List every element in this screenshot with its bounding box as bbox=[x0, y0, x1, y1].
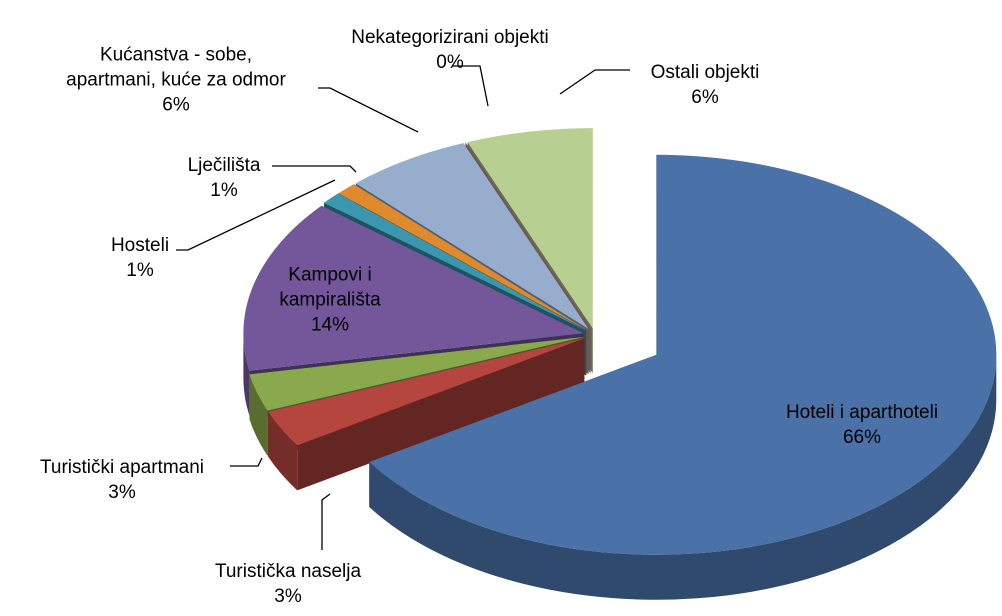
leader-line bbox=[452, 65, 489, 107]
value-label: 0% bbox=[436, 52, 464, 73]
category-label: Kućanstva - sobe, apartmani, kuće za odm… bbox=[66, 44, 286, 91]
value-label: 1% bbox=[210, 180, 238, 201]
category-label: Hosteli bbox=[110, 235, 170, 256]
slice-outer-side bbox=[268, 411, 298, 491]
value-label: 3% bbox=[274, 586, 302, 607]
category-label: Nekategorizirani objekti bbox=[351, 27, 549, 48]
data-label: Kampovi i kampirališta 14% bbox=[279, 263, 380, 338]
category-label: Lječilišta bbox=[187, 155, 261, 176]
slice bbox=[249, 336, 584, 411]
slice bbox=[324, 193, 586, 331]
value-label: 3% bbox=[108, 482, 136, 503]
slices bbox=[243, 128, 997, 600]
data-label: Hoteli i aparthoteli 66% bbox=[786, 400, 938, 450]
data-label: Turistički apartmani 3% bbox=[40, 455, 204, 505]
leader-line bbox=[176, 179, 336, 251]
category-label: Turistička naselja bbox=[214, 561, 362, 582]
slice bbox=[338, 184, 587, 331]
slice bbox=[268, 338, 585, 446]
data-label: Kućanstva - sobe, apartmani, kuće za odm… bbox=[66, 43, 286, 118]
slice-outer-side bbox=[243, 333, 250, 416]
category-label: Turistički apartmani bbox=[39, 457, 205, 478]
slice bbox=[243, 205, 584, 371]
data-label: Lječilišta 1% bbox=[188, 153, 261, 203]
slice-outer-side bbox=[249, 374, 268, 456]
slice-outer-side bbox=[369, 354, 997, 600]
value-label: 6% bbox=[162, 94, 190, 116]
leader-line bbox=[272, 165, 357, 173]
leader-lines bbox=[176, 65, 630, 550]
value-label: 6% bbox=[691, 87, 719, 108]
category-label: Ostali objekti bbox=[650, 62, 760, 83]
category-label: Hoteli i aparthoteli bbox=[785, 402, 939, 423]
data-label: Turistička naselja 3% bbox=[215, 559, 361, 609]
value-label: 1% bbox=[126, 260, 154, 281]
data-label: Hosteli 1% bbox=[111, 233, 169, 283]
category-label: Kampovi i kampirališta bbox=[279, 264, 381, 311]
leader-line bbox=[318, 87, 419, 133]
value-label: 14% bbox=[310, 314, 350, 336]
leader-line bbox=[559, 69, 630, 95]
leader-line bbox=[321, 493, 331, 550]
slice bbox=[465, 142, 591, 329]
data-label: Nekategorizirani objekti 0% bbox=[351, 25, 549, 75]
slice bbox=[369, 154, 997, 555]
leader-line bbox=[230, 457, 263, 467]
slice bbox=[467, 128, 593, 329]
slice-radial-side bbox=[268, 338, 585, 457]
slice bbox=[355, 143, 589, 330]
data-label: Ostali objekti 6% bbox=[651, 60, 760, 110]
value-label: 66% bbox=[842, 427, 882, 448]
